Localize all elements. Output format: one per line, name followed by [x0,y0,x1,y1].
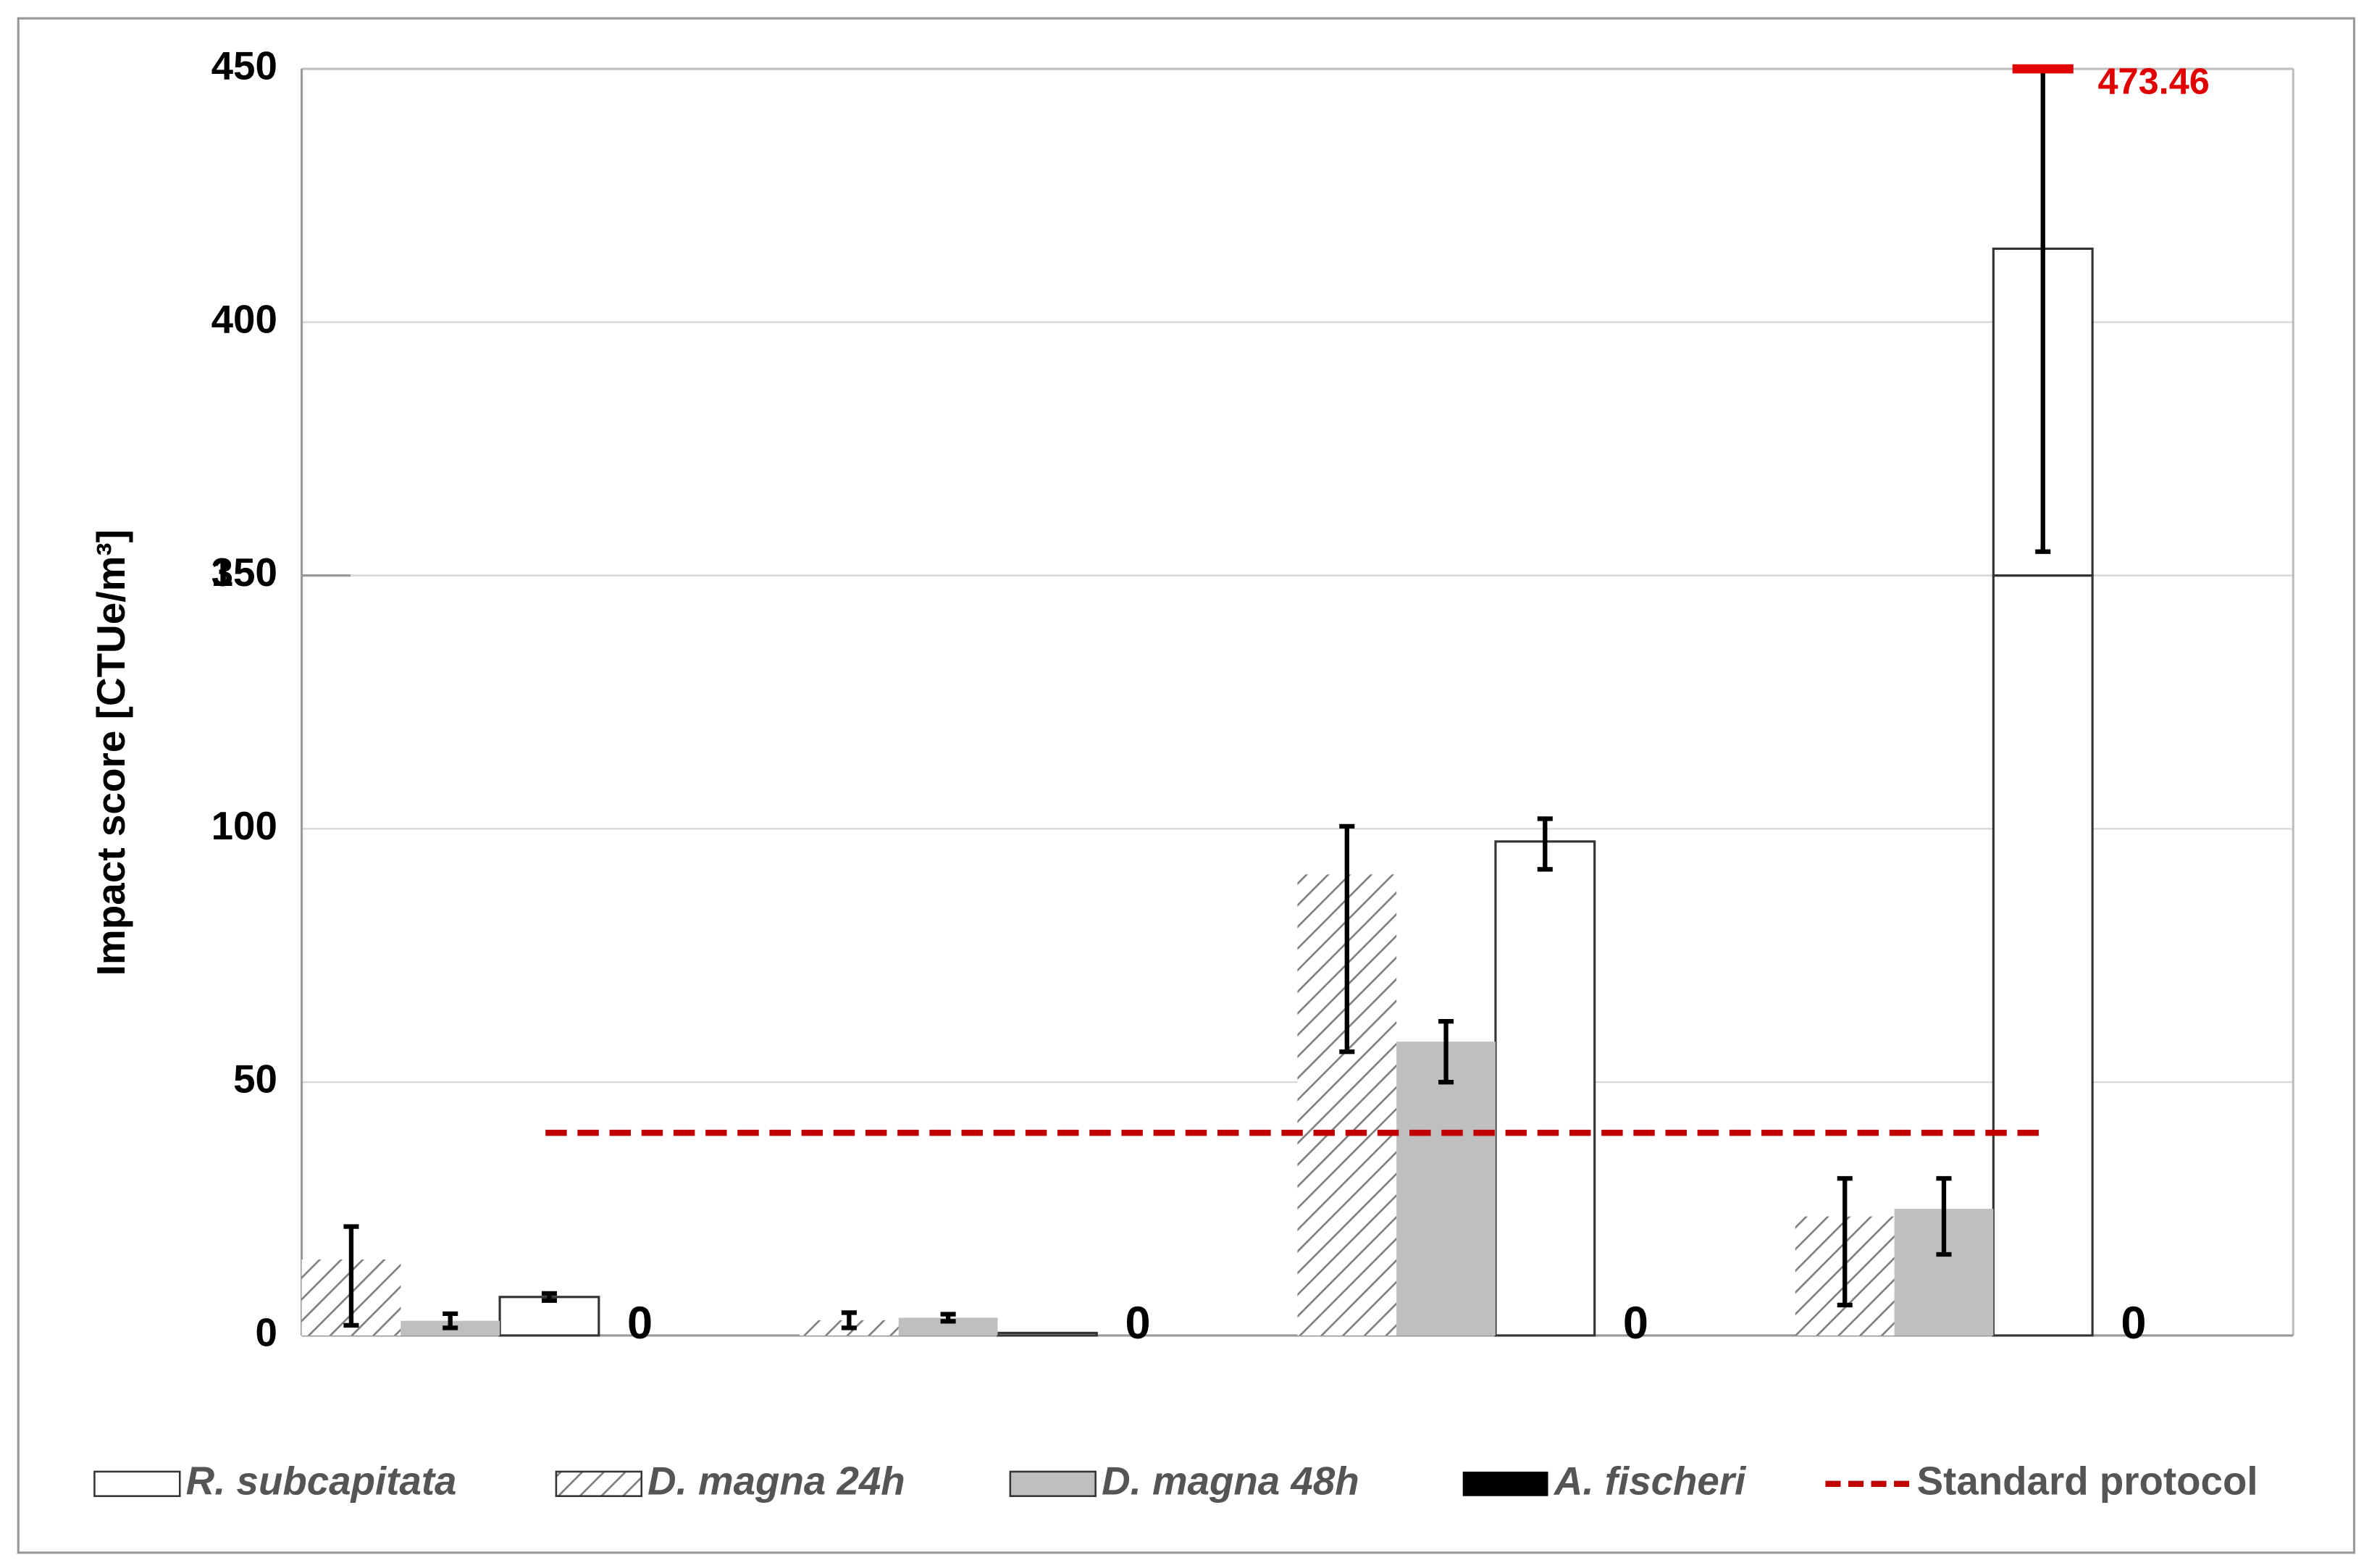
y-axis-label: Impact score [CTUe/m³] [88,529,133,976]
y-tick-label: 100 [211,803,277,848]
clipped-value-label: 473.46 [2097,60,2209,101]
value-label: 0 [627,1298,653,1349]
legend-label: R. subcapitata [186,1458,457,1503]
legend-label: D. magna 48h [1102,1458,1359,1503]
value-label: 0 [1125,1298,1150,1349]
y-axis [300,69,351,1336]
bar [1494,840,1596,1337]
bar [1992,574,2094,1337]
bar [996,1331,1098,1337]
legend-swatch [1462,1471,1548,1496]
legend-label: D. magna 24h [647,1458,905,1503]
legend-swatch [555,1470,642,1497]
value-label: 0 [2121,1298,2146,1349]
legend-swatch [93,1470,181,1497]
legend-swatch [1009,1470,1097,1497]
legend-label: A. fischeri [1553,1458,1747,1503]
value-label: 0 [1623,1298,1648,1349]
bar [1396,1041,1496,1336]
y-tick-label: 350 [211,550,277,595]
y-tick-label: 450 [211,43,277,88]
y-tick-label: 400 [211,296,277,341]
y-tick-label: 0 [255,1309,277,1354]
frame [17,17,2356,1554]
y-tick-label: 150 [211,550,277,595]
legend-label: Standard protocol [1917,1458,2258,1503]
y-tick-label: 50 [233,1057,277,1102]
